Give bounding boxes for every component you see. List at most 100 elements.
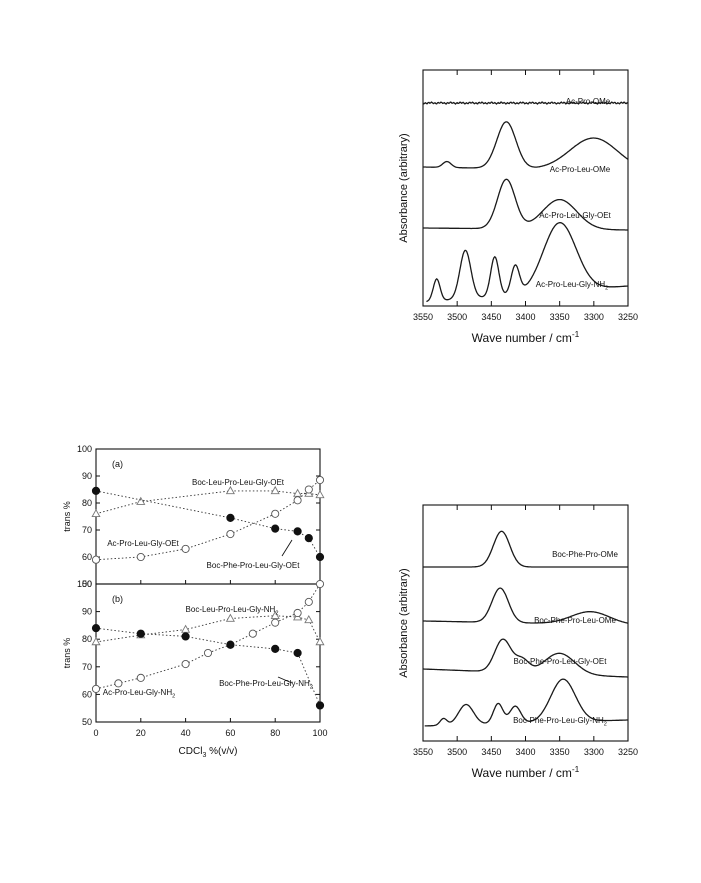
series-label-Ac-Pro-Leu-OMe: Ac-Pro-Leu-OMe	[550, 165, 611, 174]
point-Ac-Pro-Leu-Gly-NH2	[136, 673, 145, 682]
point-Ac-Pro-Leu-Gly-OEt	[293, 496, 302, 505]
y-tick-label: 50	[82, 579, 92, 589]
series-label-Ac-Pro-Leu-Gly-NH2: Ac-Pro-Leu-Gly-NH2	[103, 688, 175, 699]
x-tick-label: 20	[136, 728, 146, 738]
spectrum-Boc-Phe-Pro-Leu-OMe	[423, 587, 629, 624]
point-Boc-Phe-Pro-Leu-Gly-NH2	[226, 640, 235, 649]
point-Boc-Leu-Pro-Leu-Gly-OEt	[136, 496, 146, 505]
point-Ac-Pro-Leu-Gly-OEt	[226, 530, 235, 539]
trans-chart-a: 50 60 70 80 90 100 (a) trans % Boc-Leu-Pro-Leu-G…	[62, 444, 325, 589]
x-axis-label: Wave number / cm-1	[472, 764, 580, 780]
point-Ac-Pro-Leu-Gly-OEt	[304, 485, 313, 494]
point-Boc-Phe-Pro-Leu-Gly-OEt	[315, 552, 325, 562]
series-label-Boc-Phe-Pro-Leu-Gly-OEt: Boc-Phe-Pro-Leu-Gly-OEt	[207, 561, 301, 570]
x-tick-label: 3300	[584, 312, 604, 322]
x-tick-label: 3250	[618, 747, 638, 757]
spectrum-Boc-Phe-Pro-OMe	[423, 530, 628, 568]
x-tick-label: 3300	[584, 747, 604, 757]
point-Boc-Leu-Pro-Leu-Gly-NH2	[304, 614, 314, 624]
y-tick-label: 70	[82, 525, 92, 535]
label-arrow-b	[277, 676, 293, 684]
trans-chart-b: 50 60 70 80 90 100 0 20 40 60 80 100 (b) trans % CDCl3…	[62, 579, 328, 759]
x-tick-label: 0	[93, 728, 98, 738]
series-label-Boc-Phe-Pro-Leu-Gly-OEt: Boc-Phe-Pro-Leu-Gly-OEt	[514, 657, 608, 666]
x-tick-label: 3450	[481, 312, 501, 322]
point-Boc-Phe-Pro-Leu-Gly-NH2	[136, 629, 145, 638]
y-tick-label: 60	[82, 689, 92, 699]
y-tick-label: 90	[82, 607, 92, 617]
series-label-Boc-Phe-Pro-Leu-Gly-NH2: Boc-Phe-Pro-Leu-Gly-NH2	[219, 679, 313, 690]
point-Boc-Phe-Pro-Leu-Gly-NH2	[293, 648, 302, 658]
point-Boc-Leu-Pro-Leu-Gly-OEt	[270, 485, 280, 495]
x-tick-label: 80	[270, 728, 280, 738]
point-Boc-Leu-Pro-Leu-Gly-OEt	[293, 488, 303, 497]
series-label-Boc-Leu-Pro-Leu-Gly-NH2: Boc-Leu-Pro-Leu-Gly-NH2	[186, 605, 279, 616]
point-Ac-Pro-Leu-Gly-OEt	[271, 509, 280, 518]
point-Boc-Phe-Pro-Leu-Gly-OEt	[91, 486, 101, 495]
point-Ac-Pro-Leu-Gly-NH2	[271, 618, 280, 627]
y-axis-label: trans %	[62, 638, 72, 669]
point-Boc-Leu-Pro-Leu-Gly-NH2	[91, 637, 101, 646]
point-Ac-Pro-Leu-Gly-NH2	[91, 684, 101, 693]
point-Boc-Leu-Pro-Leu-Gly-OEt	[315, 489, 325, 499]
trans-frame-b	[95, 583, 321, 723]
y-tick-label: 80	[82, 498, 92, 508]
point-Boc-Phe-Pro-Leu-Gly-OEt	[271, 524, 280, 533]
x-tick-label: 3250	[618, 312, 638, 322]
point-Ac-Pro-Leu-Gly-OEt	[136, 552, 145, 562]
point-Ac-Pro-Leu-Gly-NH2	[203, 648, 213, 658]
point-Boc-Leu-Pro-Leu-Gly-NH2	[315, 637, 325, 646]
x-tick-label: 3450	[481, 747, 501, 757]
y-tick-label: 100	[77, 579, 92, 589]
point-Ac-Pro-Leu-Gly-NH2	[315, 579, 325, 589]
y-tick-label: 60	[82, 552, 92, 562]
y-axis-label: Absorbance (arbitrary)	[398, 133, 410, 242]
series-label-Boc-Phe-Pro-OMe: Boc-Phe-Pro-OMe	[552, 550, 618, 559]
point-Ac-Pro-Leu-Gly-NH2	[181, 659, 190, 669]
point-Ac-Pro-Leu-Gly-OEt	[91, 555, 101, 564]
y-tick-label: 70	[82, 662, 92, 672]
point-Boc-Phe-Pro-Leu-Gly-NH2	[271, 644, 280, 653]
point-Ac-Pro-Leu-Gly-NH2	[114, 679, 123, 688]
point-Boc-Phe-Pro-Leu-Gly-OEt	[293, 527, 302, 536]
series-line-Boc-Leu-Pro-Leu-Gly-OEt	[95, 490, 321, 515]
y-axis-label: trans %	[62, 501, 72, 532]
series-label-Boc-Phe-Pro-Leu-Gly-NH2: Boc-Phe-Pro-Leu-Gly-NH2	[513, 716, 607, 727]
x-tick-label: 3550	[413, 747, 433, 757]
x-tick-label: 3500	[447, 312, 467, 322]
y-tick-label: 90	[82, 471, 92, 481]
series-label-Ac-Pro-OMe: Ac-Pro-OMe	[566, 97, 611, 106]
ir-bottom-chart: 3550 3500 3450 3400 3350 3300 3250 Wave number …	[398, 504, 638, 780]
y-tick-label: 50	[82, 717, 92, 727]
point-Ac-Pro-Leu-Gly-NH2	[248, 629, 257, 638]
point-Boc-Phe-Pro-Leu-Gly-NH2	[181, 632, 190, 641]
series-label-Ac-Pro-Leu-Gly-OEt: Ac-Pro-Leu-Gly-OEt	[107, 539, 179, 548]
x-tick-label: 3400	[515, 747, 535, 757]
x-tick-label: 3350	[550, 747, 570, 757]
x-tick-label: 3350	[550, 312, 570, 322]
point-Boc-Leu-Pro-Leu-Gly-NH2	[270, 610, 280, 619]
y-axis-label: Absorbance (arbitrary)	[398, 568, 410, 677]
x-axis-label: Wave number / cm-1	[472, 329, 580, 345]
x-tick-label: 60	[225, 728, 235, 738]
spectrum-Boc-Phe-Pro-Leu-Gly-OEt	[423, 638, 628, 678]
point-Boc-Leu-Pro-Leu-Gly-OEt	[225, 485, 235, 495]
spectrum-Ac-Pro-OMe	[422, 101, 629, 105]
point-Boc-Phe-Pro-Leu-Gly-NH2	[315, 701, 325, 710]
point-Ac-Pro-Leu-Gly-NH2	[304, 597, 313, 606]
x-axis-label: CDCl3 %(v/v)	[179, 746, 238, 759]
series-label-Boc-Phe-Pro-Leu-OMe: Boc-Phe-Pro-Leu-OMe	[534, 616, 616, 625]
point-Boc-Leu-Pro-Leu-Gly-OEt	[91, 508, 101, 518]
ir-top-chart: 3550 3500 3450 3400 3350 3300 3250 Wave number …	[398, 69, 638, 345]
x-tick-label: 40	[181, 728, 191, 738]
point-Boc-Phe-Pro-Leu-Gly-OEt	[304, 533, 313, 543]
x-tick-label: 3550	[413, 312, 433, 322]
point-Boc-Phe-Pro-Leu-Gly-NH2	[91, 624, 101, 633]
x-tick-label: 3400	[515, 312, 535, 322]
spectrum-Ac-Pro-Leu-OMe	[423, 121, 629, 169]
point-Ac-Pro-Leu-Gly-OEt	[181, 544, 190, 553]
panel-label: (b)	[112, 594, 123, 604]
x-tick-label: 3500	[447, 747, 467, 757]
point-Ac-Pro-Leu-Gly-NH2	[293, 608, 302, 618]
